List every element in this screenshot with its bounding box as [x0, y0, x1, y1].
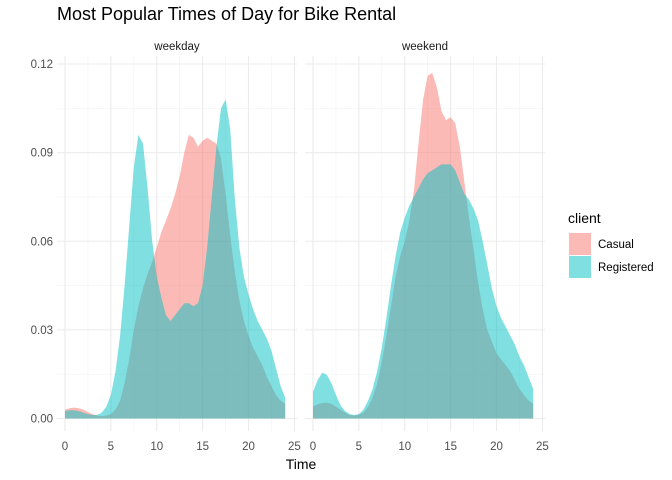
- x-tick-label: 20: [490, 441, 503, 453]
- y-tick-label: 0.09: [31, 148, 53, 160]
- density-area-weekday-registered: [65, 99, 286, 419]
- x-tick-label: 0: [62, 441, 68, 453]
- panel-label-weekend: weekend: [401, 41, 448, 53]
- legend-title: client: [568, 210, 601, 226]
- x-tick-label: 5: [108, 441, 114, 453]
- legend-key-casual: [569, 233, 591, 255]
- x-tick-label: 10: [150, 441, 163, 453]
- density-area-weekend-registered: [313, 164, 534, 419]
- x-tick-label: 5: [356, 441, 362, 453]
- legend-label-casual: Casual: [598, 239, 634, 251]
- x-tick-label: 0: [310, 441, 316, 453]
- x-tick-label: 15: [196, 441, 209, 453]
- x-tick-label: 10: [398, 441, 411, 453]
- chart-title: Most Popular Times of Day for Bike Renta…: [57, 4, 397, 24]
- legend-key-registered: [569, 256, 591, 278]
- x-tick-label: 20: [242, 441, 255, 453]
- x-tick-label: 25: [288, 441, 301, 453]
- panel-label-weekday: weekday: [153, 41, 200, 53]
- legend-label-registered: Registered: [598, 262, 654, 274]
- x-axis-title: Time: [286, 456, 317, 472]
- area-layer: [65, 72, 534, 419]
- x-tick-label: 25: [536, 441, 549, 453]
- y-tick-label: 0.00: [31, 414, 53, 426]
- x-tick-label: 15: [444, 441, 457, 453]
- legend: client Casual Registered: [568, 210, 654, 278]
- text-layer: weekday 0 5 10 15 20 25 weekend 0 5 10 15 20 25 0.00 0.…: [31, 41, 549, 472]
- y-tick-label: 0.03: [31, 325, 53, 337]
- y-tick-label: 0.12: [31, 59, 53, 71]
- y-tick-label: 0.06: [31, 236, 53, 248]
